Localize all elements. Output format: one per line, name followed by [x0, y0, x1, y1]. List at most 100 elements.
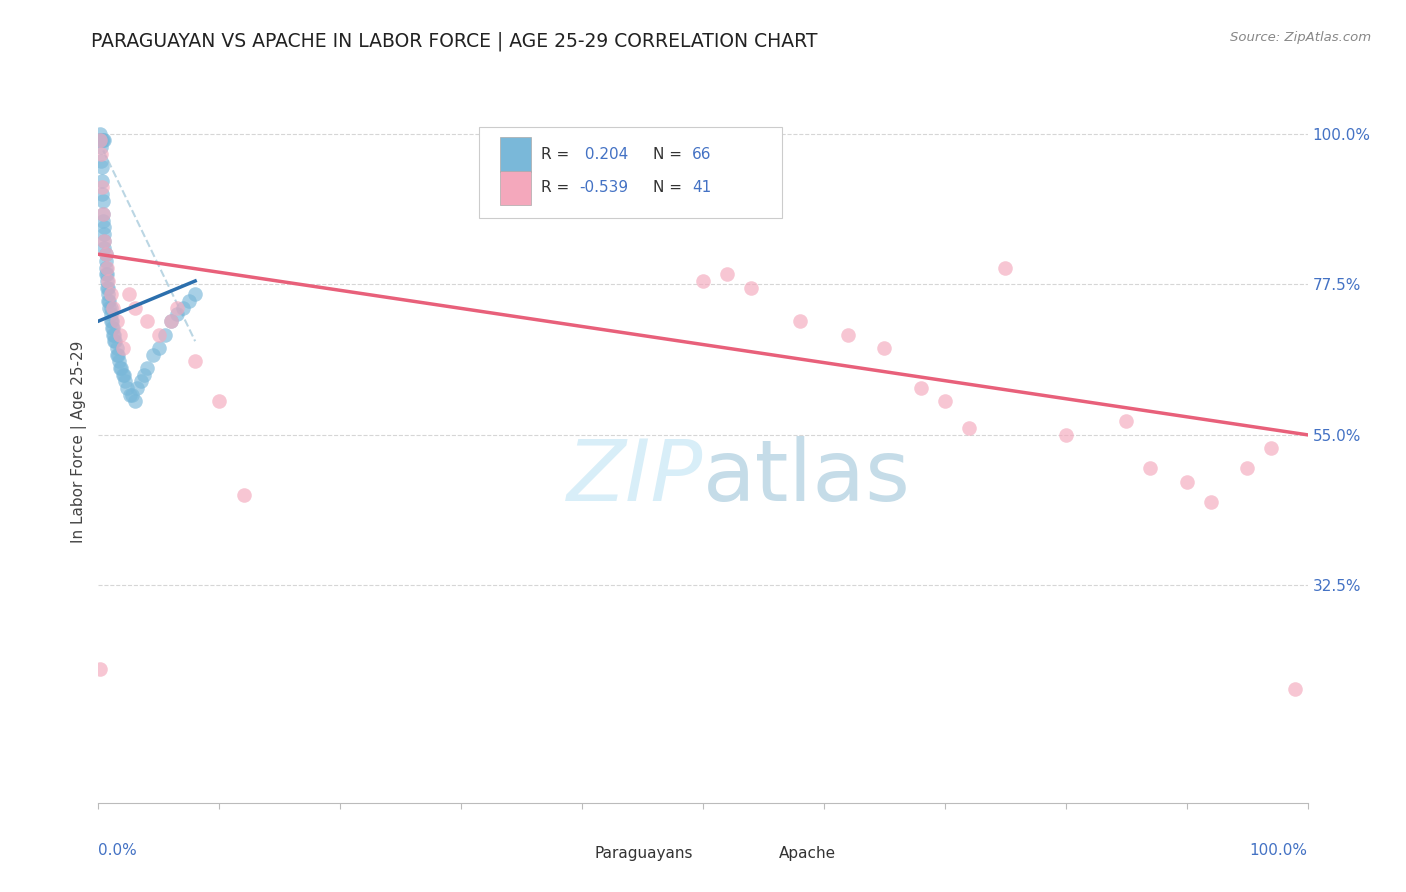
Point [100, 287, 122, 301]
Point [100, 314, 122, 328]
FancyBboxPatch shape [479, 128, 782, 218]
Point [93, 234, 115, 248]
Point [134, 368, 156, 382]
Point [100, 314, 122, 328]
Point [90, 147, 112, 161]
Point [1260, 442, 1282, 455]
Point [124, 394, 146, 409]
Point [91, 207, 114, 221]
Point [179, 294, 201, 309]
Point [100, 301, 122, 315]
Point [121, 387, 143, 401]
Point [98, 301, 121, 315]
Bar [740, 843, 769, 863]
Text: R =: R = [541, 147, 574, 162]
Point [97, 287, 120, 301]
Point [103, 334, 125, 349]
Point [692, 274, 714, 288]
Point [117, 381, 139, 395]
Point [105, 348, 128, 362]
Point [108, 361, 131, 376]
Point [91, 134, 114, 148]
Y-axis label: In Labor Force | Age 25-29: In Labor Force | Age 25-29 [72, 341, 87, 542]
Point [934, 394, 956, 409]
Point [184, 287, 207, 301]
Point [129, 375, 152, 389]
Text: 66: 66 [692, 147, 711, 162]
Point [97, 294, 120, 309]
Point [108, 354, 131, 368]
Text: -0.539: -0.539 [579, 180, 628, 195]
Point [96, 260, 118, 275]
Point [93, 241, 115, 255]
Text: 0.204: 0.204 [579, 147, 628, 162]
Point [957, 421, 980, 435]
Point [166, 307, 188, 322]
Point [91, 187, 114, 202]
Point [153, 327, 176, 342]
Text: Source: ZipAtlas.com: Source: ZipAtlas.com [1230, 31, 1371, 45]
Text: N =: N = [654, 147, 688, 162]
Point [110, 361, 132, 376]
Point [837, 327, 859, 342]
Point [1236, 461, 1258, 475]
Text: ZIP: ZIP [567, 436, 703, 519]
Bar [558, 843, 588, 863]
Text: 100.0%: 100.0% [1250, 843, 1308, 857]
Point [94, 247, 117, 261]
Point [111, 368, 134, 382]
Point [1115, 414, 1137, 429]
Point [1054, 427, 1077, 442]
Bar [501, 137, 531, 172]
Point [114, 375, 136, 389]
Point [118, 387, 141, 401]
Point [112, 368, 135, 382]
Point [1139, 461, 1161, 475]
Point [142, 348, 165, 362]
Point [93, 220, 115, 235]
Point [208, 394, 231, 409]
Point [160, 314, 183, 328]
Point [91, 194, 114, 208]
Point [111, 341, 134, 355]
Point [101, 321, 124, 335]
Point [93, 234, 115, 248]
Point [96, 274, 118, 288]
Point [89, 134, 111, 148]
Point [89, 662, 111, 676]
Point [97, 281, 120, 295]
Point [94, 268, 117, 282]
Point [118, 287, 141, 301]
Point [103, 327, 125, 342]
Point [107, 348, 129, 362]
Point [89, 127, 111, 141]
Point [135, 314, 157, 328]
Point [740, 281, 762, 295]
Point [100, 321, 122, 335]
Point [91, 173, 114, 188]
Point [135, 361, 157, 376]
Text: Apache: Apache [779, 846, 837, 861]
Point [184, 354, 207, 368]
Text: Paraguayans: Paraguayans [595, 846, 693, 861]
Text: PARAGUAYAN VS APACHE IN LABOR FORCE | AGE 25-29 CORRELATION CHART: PARAGUAYAN VS APACHE IN LABOR FORCE | AG… [91, 31, 818, 51]
Bar [501, 170, 531, 205]
Point [90, 140, 112, 154]
Text: N =: N = [654, 180, 688, 195]
Point [148, 341, 170, 355]
Point [90, 153, 112, 168]
Point [160, 314, 183, 328]
Point [1284, 681, 1306, 696]
Text: atlas: atlas [703, 436, 911, 519]
Point [1199, 494, 1222, 508]
Point [716, 268, 738, 282]
Point [94, 260, 117, 275]
Point [91, 180, 114, 194]
Point [101, 301, 124, 315]
Point [94, 254, 117, 268]
Point [98, 294, 121, 309]
Point [873, 341, 896, 355]
Point [1175, 475, 1198, 489]
Point [91, 207, 114, 221]
Point [91, 214, 114, 228]
